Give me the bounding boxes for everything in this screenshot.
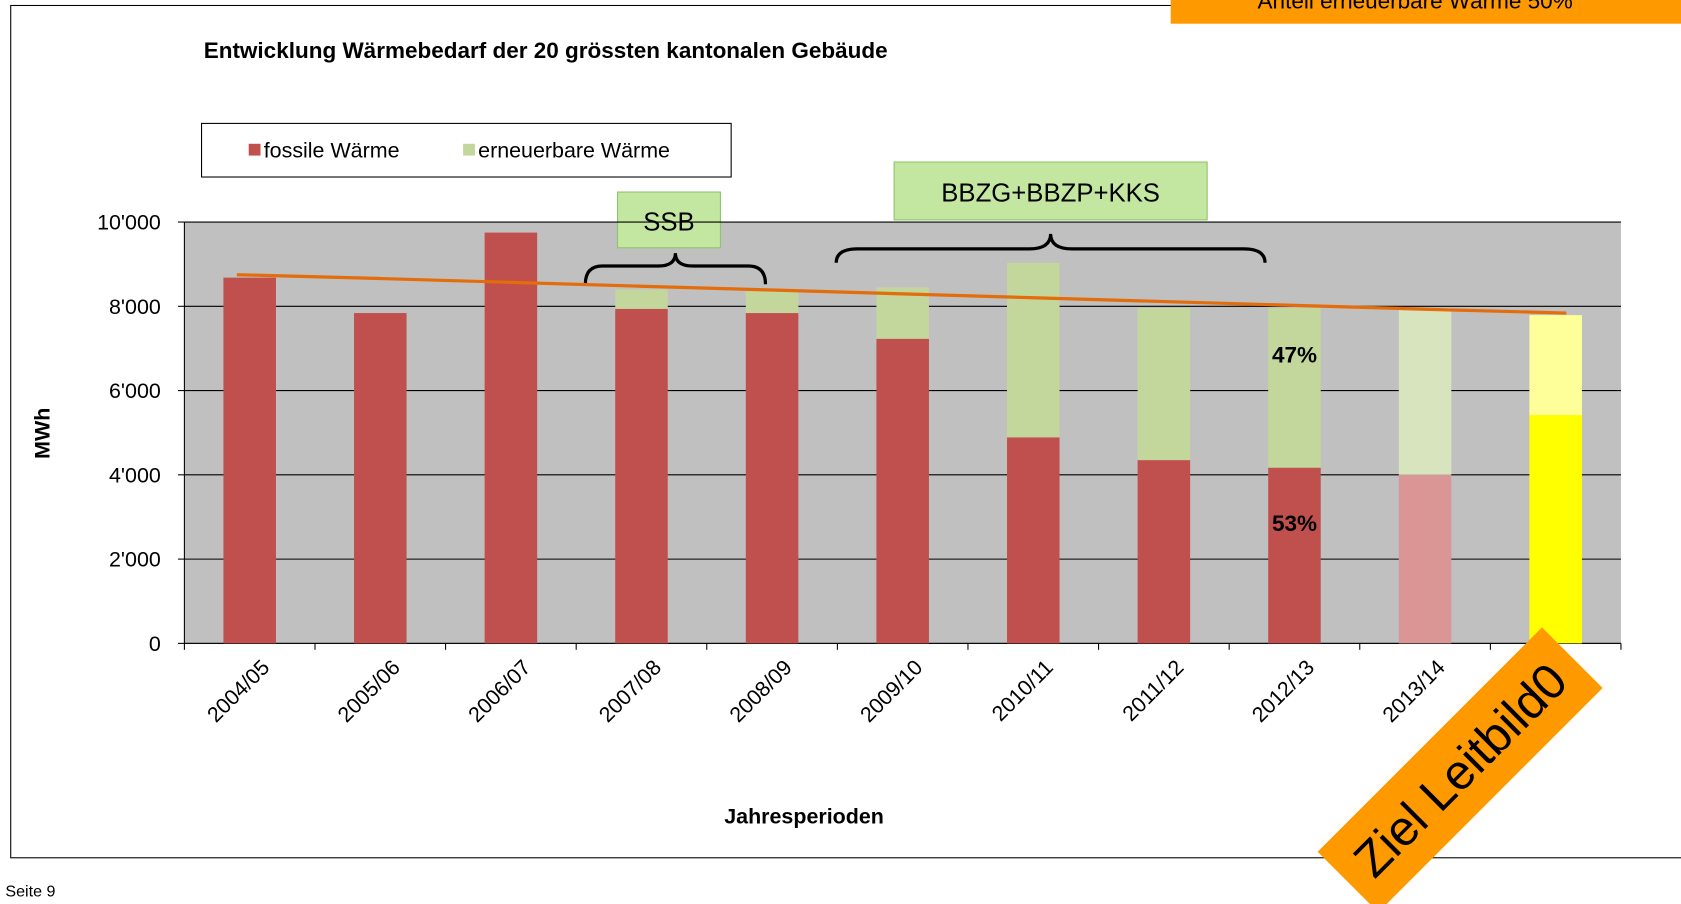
bbzg-brace [834,233,1267,263]
target-box-text: Anteil erneuerbare Wärme 50% [1258,0,1573,14]
bar-segment [1398,307,1452,475]
fossil-share: 53% [1272,511,1317,536]
trend-line [236,273,1567,315]
chart-title: Entwicklung Wärmebedarf der 20 grössten … [204,38,888,63]
bar-segment [615,289,668,309]
bar-segment [1007,262,1060,438]
bar-segment [1529,315,1582,416]
bbzg-box [893,161,1208,221]
y-tick-label: 10'000 [97,211,161,235]
legend-label: erneuerbare Wärme [478,139,670,163]
ssb-label: SSB [643,209,694,237]
bar-segment [223,277,276,644]
bar-segment [1137,460,1191,644]
bar-segment [876,338,929,644]
bar-segment [1137,307,1191,461]
footer: Seite 9 [5,882,55,900]
y-tick-label: 8'000 [109,295,161,319]
bar-segment [745,291,799,314]
y-tick-label: 6'000 [109,379,161,403]
ssb-brace [583,253,768,285]
bbzg-label: BBZG+BBZP+KKS [941,180,1160,208]
target-box [1170,0,1681,24]
bar-segment [1398,474,1452,644]
renewable-share: 47% [1272,342,1317,367]
legend-label: fossile Wärme [264,139,400,163]
legend-swatch [463,143,475,156]
legend-swatch [248,143,261,156]
bar-segment [745,313,799,644]
bar-segment [354,313,407,644]
bar-segment [1529,415,1582,644]
bar-segment [1268,467,1321,644]
y-tick-label: 4'000 [109,463,161,487]
bar-segment [1268,307,1321,468]
bar-segment [615,308,668,644]
ssb-box [616,191,721,249]
y-tick-label: 0 [149,632,161,656]
y-axis-label: MWh [30,408,54,459]
bar-segment [484,232,538,644]
x-axis-label: Jahresperioden [724,804,884,828]
bar-segment [1007,437,1060,644]
target-stamp-box [1317,627,1603,904]
y-tick-label: 2'000 [109,548,161,572]
